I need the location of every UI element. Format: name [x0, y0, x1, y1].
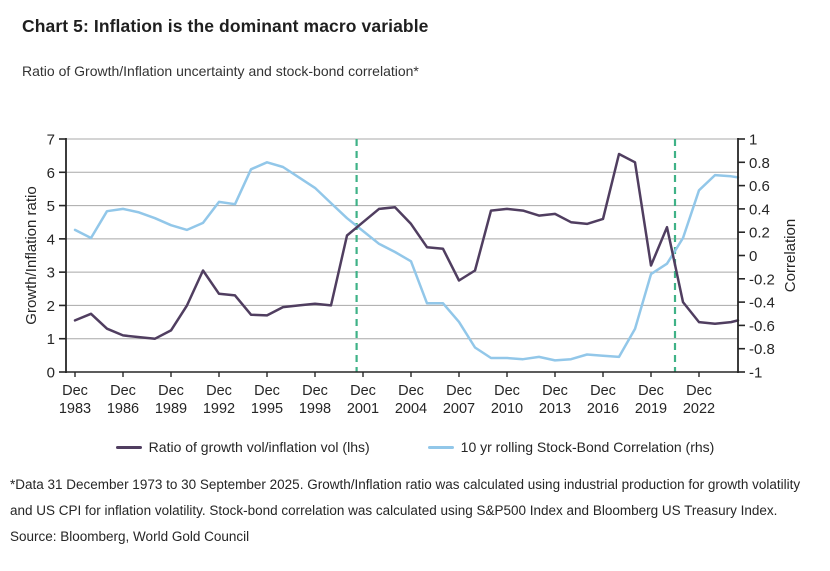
x-tick-label-year: 2022 [683, 401, 715, 417]
chart-subtitle: Ratio of Growth/Inflation uncertainty an… [22, 63, 419, 79]
left-axis-tick-label: 3 [47, 265, 55, 282]
x-tick-label-year: 2004 [395, 401, 427, 417]
legend-label: Ratio of growth vol/inflation vol (lhs) [148, 439, 370, 455]
right-axis-tick-label: 0.6 [749, 178, 770, 195]
chart-footnote: *Data 31 December 1973 to 30 September 2… [10, 477, 801, 518]
right-axis-tick-label: 0 [749, 248, 757, 265]
dual-axis-line-chart: 0 1 2 3 4 5 6 7 1 0.8 0.6 0.4 0.2 0 -0.2 -0.4 -0.6 -0.8 -1… [23, 132, 799, 418]
right-axis-tick-label: -0.8 [749, 341, 775, 358]
x-tick-label-year: 1986 [107, 401, 139, 417]
x-tick-label-month: Dec [446, 383, 472, 399]
x-tick-label-month: Dec [206, 383, 232, 399]
legend-item-correlation: 10 yr rolling Stock-Bond Correlation (rh… [427, 439, 715, 455]
chart-source: Source: Bloomberg, World Gold Council [10, 529, 250, 544]
right-axis-tick-label: 0.4 [749, 201, 770, 218]
left-axis-tick-label: 5 [47, 198, 55, 215]
legend-swatch-icon [115, 445, 142, 449]
x-tick-label-month: Dec [254, 383, 280, 399]
ratio-series-line [73, 152, 740, 340]
right-axis-tick-label: 1 [749, 132, 757, 149]
x-tick-label-year: 1992 [203, 401, 235, 417]
left-axis-tick-label: 4 [47, 231, 55, 248]
legend-label: 10 yr rolling Stock-Bond Correlation (rh… [460, 439, 715, 455]
x-tick-label-month: Dec [302, 383, 328, 399]
x-tick-label-month: Dec [542, 383, 568, 399]
x-tick-label-year: 1989 [155, 401, 187, 417]
right-axis-title: Correlation [782, 219, 799, 292]
x-tick-label-month: Dec [686, 383, 712, 399]
x-tick-label-year: 2010 [491, 401, 523, 417]
left-axis-tick-label: 0 [47, 365, 55, 382]
right-axis-tick-label: 0.8 [749, 155, 770, 172]
x-tick-label-month: Dec [62, 383, 88, 399]
right-axis-tick-label: 0.2 [749, 225, 770, 242]
chart-title: Chart 5: Inflation is the dominant macro… [22, 16, 429, 36]
left-axis-title: Growth/Inflation ratio [23, 186, 40, 324]
left-axis-tick-label: 7 [47, 132, 55, 149]
x-tick-label-year: 1983 [59, 401, 91, 417]
x-tick-label-year: 1998 [299, 401, 331, 417]
left-axis-tick-label: 2 [47, 298, 55, 315]
x-tick-label-month: Dec [110, 383, 136, 399]
chart-legend: Ratio of growth vol/inflation vol (lhs) 1… [0, 439, 830, 455]
x-tick-label-month: Dec [590, 383, 616, 399]
footnote-block: *Data 31 December 1973 to 30 September 2… [10, 472, 822, 549]
x-tick-label-year: 2007 [443, 401, 475, 417]
right-axis-tick-label: -0.6 [749, 318, 775, 335]
x-tick-label-year: 2016 [587, 401, 619, 417]
left-axis-tick-label: 1 [47, 331, 55, 348]
x-tick-label-year: 1995 [251, 401, 283, 417]
x-tick-label-month: Dec [398, 383, 424, 399]
correlation-series-line [73, 161, 740, 362]
x-tick-label-month: Dec [494, 383, 520, 399]
right-axis-tick-label: -0.2 [749, 271, 775, 288]
right-axis-tick-label: -0.4 [749, 295, 775, 312]
right-axis-tick-label: -1 [749, 365, 762, 382]
x-tick-label-year: 2001 [347, 401, 379, 417]
x-tick-label-year: 2019 [635, 401, 667, 417]
x-tick-label-month: Dec [638, 383, 664, 399]
legend-swatch-icon [427, 445, 454, 449]
x-tick-label-month: Dec [350, 383, 376, 399]
x-tick-label-year: 2013 [539, 401, 571, 417]
legend-item-ratio: Ratio of growth vol/inflation vol (lhs) [115, 439, 370, 455]
left-axis-tick-label: 6 [47, 165, 55, 182]
x-tick-label-month: Dec [158, 383, 184, 399]
